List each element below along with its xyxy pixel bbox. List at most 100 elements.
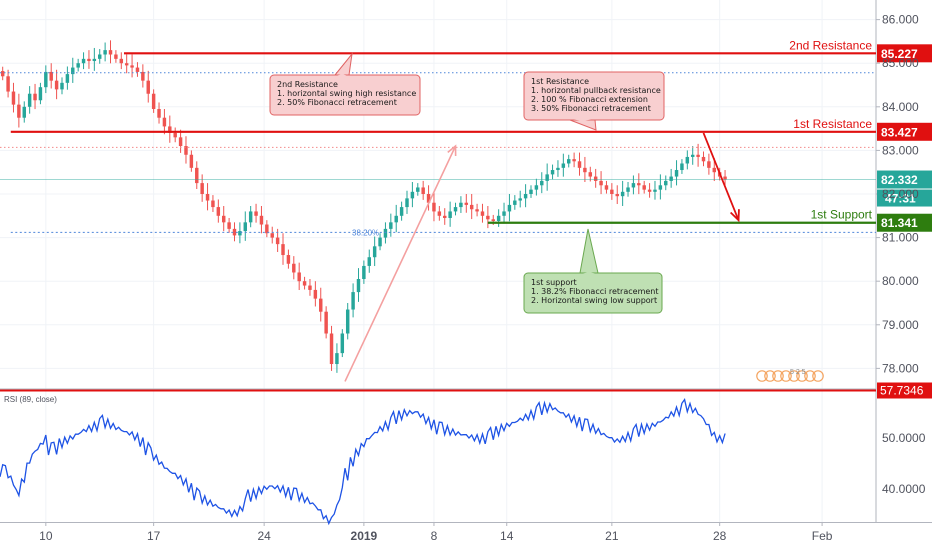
callout-line: 2. Horizontal swing low support (531, 296, 657, 305)
candle-body (216, 207, 221, 216)
callout-box (523, 71, 665, 121)
candle-body (0, 71, 5, 77)
callout-join (336, 74, 348, 76)
candle-body (723, 176, 727, 180)
trend-arrow-line (344, 145, 457, 382)
candle-body (11, 91, 16, 105)
callout-line: 2. 100 % Fibonacci extension (531, 95, 648, 104)
candle-body (567, 159, 571, 164)
price-tick-label: 84.000 (882, 100, 919, 114)
candle-body (221, 215, 226, 223)
candle-body (22, 106, 26, 118)
candle-body (351, 292, 355, 310)
time-tick-label: 8 (431, 529, 438, 543)
candle-body (707, 161, 711, 168)
callout-pointer (579, 228, 599, 274)
candle-body (399, 207, 404, 216)
candle-body (367, 257, 371, 266)
candle-body (486, 215, 490, 220)
candle-body (432, 202, 436, 212)
candle-body (119, 58, 124, 64)
candle-body (281, 244, 285, 256)
level-name: 1st Support (811, 208, 873, 222)
candle-body (135, 67, 140, 72)
candle-body (696, 154, 700, 157)
watermark-circle (772, 370, 784, 382)
candle-body (593, 176, 598, 181)
candle-body (157, 108, 161, 118)
candle-body (502, 211, 506, 216)
candle-body (513, 200, 517, 205)
candle-body (60, 82, 64, 90)
candle-body (410, 191, 415, 199)
price-tick-label: 85.000 (882, 56, 919, 70)
candle-body (534, 185, 539, 190)
candle-body (658, 185, 663, 190)
candle-body (141, 71, 145, 81)
price-tick-label: 81.000 (882, 231, 919, 245)
candle-body (647, 189, 652, 192)
price-series (0, 40, 727, 373)
countdown-tag (877, 189, 932, 207)
level-price-tag (877, 122, 932, 141)
candle-body (653, 189, 657, 192)
axes (0, 0, 932, 526)
candle-body (448, 211, 452, 218)
candle-body (124, 63, 129, 66)
callout-line: 3. 50% Fibonacci retracement (531, 104, 651, 113)
candle-body (248, 211, 253, 223)
time-tick-label: 2019 (351, 529, 378, 543)
candle-body (238, 231, 242, 236)
candle-body (523, 194, 528, 199)
candle-body (227, 222, 231, 229)
candle-body (475, 209, 479, 212)
level-price-tag (877, 44, 932, 63)
candle-body (464, 202, 469, 205)
watermark-circle (796, 370, 808, 382)
candle-body (690, 154, 695, 157)
candle-body (44, 71, 48, 88)
candle-body (340, 333, 345, 354)
candle-body (71, 67, 75, 75)
last-price-label: 82.332 (881, 173, 918, 187)
candle-body (324, 311, 328, 334)
price-tick-label: 78.000 (882, 361, 919, 375)
candle-body (33, 93, 37, 101)
candle-body (561, 163, 566, 168)
time-tick-label: 21 (605, 529, 619, 543)
candle-body (405, 198, 409, 208)
watermark-circle (788, 370, 800, 382)
candle-body (577, 161, 582, 168)
callout-title: 2nd Resistance (277, 80, 338, 89)
candle-body (17, 104, 21, 118)
candle-body (313, 289, 318, 299)
candle-body (599, 180, 603, 186)
candle-body (114, 54, 118, 59)
callout-line: 1. horizontal swing high resistance (277, 89, 416, 98)
candle-body (87, 58, 91, 62)
callout-join (581, 272, 597, 274)
grid-lines (0, 0, 876, 522)
candle-body (168, 126, 172, 133)
time-tick-label: Feb (812, 529, 833, 543)
candle-body (81, 58, 86, 64)
level-price-tag (877, 213, 932, 232)
watermark-circle (804, 370, 816, 382)
level-price-label: 85.227 (881, 47, 918, 61)
callout-line: 2. 50% Fibonacci retracement (277, 98, 397, 107)
candle-body (211, 200, 215, 208)
watermark-circle (764, 370, 776, 382)
candle-body (292, 263, 296, 273)
candle-body (491, 219, 495, 222)
candle-body (335, 353, 339, 365)
candle-body (38, 87, 43, 101)
callout-join (571, 119, 594, 121)
candle-body (76, 63, 80, 68)
candle-body (200, 183, 204, 194)
candle-body (383, 228, 388, 238)
candle-body (588, 172, 593, 177)
candle-body (572, 159, 576, 162)
callout-pointer (569, 119, 597, 131)
candle-body (345, 309, 350, 334)
